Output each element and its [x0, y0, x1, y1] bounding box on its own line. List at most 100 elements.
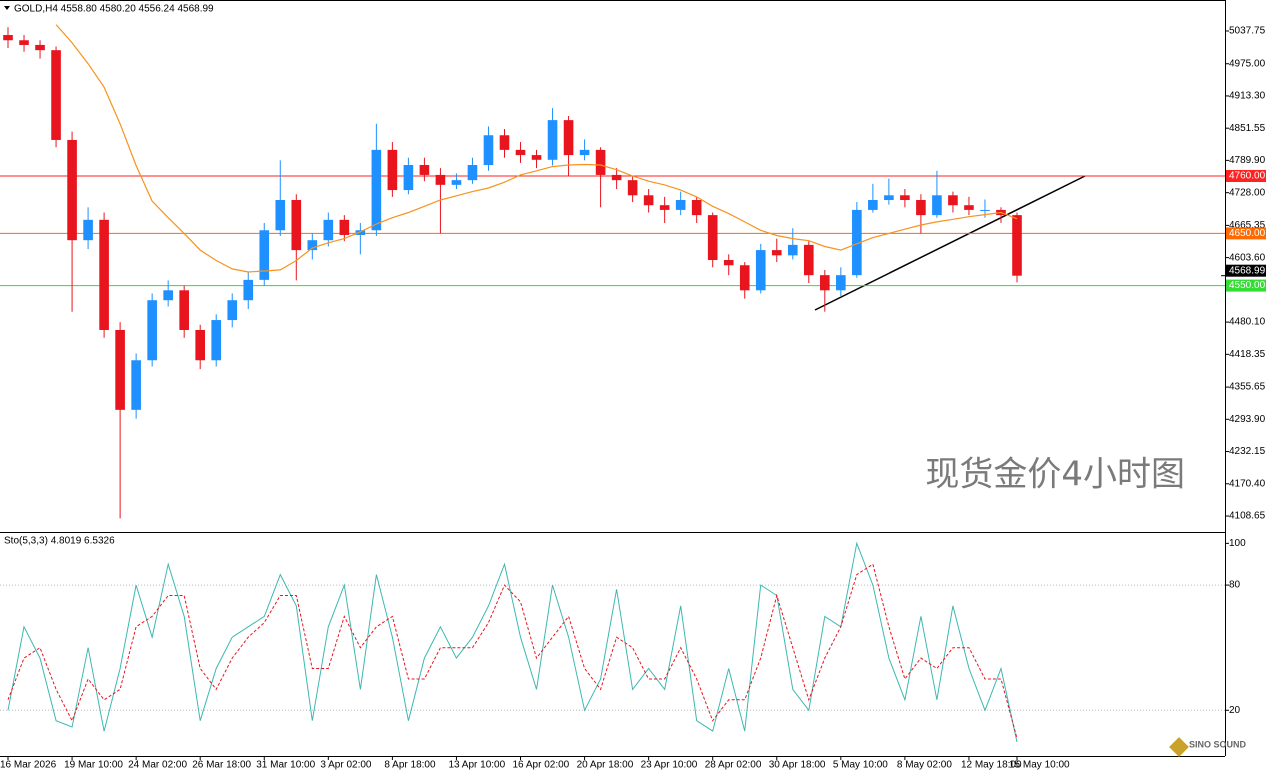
candle-body [195, 329, 206, 361]
candle-body [675, 199, 686, 210]
candle-body [627, 180, 638, 196]
y-tick-label: 4108.65 [1229, 511, 1266, 522]
y-tick-label: 4418.35 [1229, 349, 1266, 360]
candle-body [659, 205, 670, 210]
last-price-box [1226, 264, 1266, 277]
candle-body [403, 165, 414, 191]
candle-body [51, 50, 61, 140]
candle-body [147, 300, 157, 361]
x-tick-label: 15 May 10:00 [1009, 760, 1070, 771]
candle-body [483, 135, 494, 166]
last-price-label: 4568.99 [1229, 265, 1266, 276]
candle-body [115, 329, 125, 410]
candle-body [275, 199, 286, 231]
x-tick-label: 19 Mar 10:00 [64, 760, 123, 771]
candle-body [179, 290, 189, 330]
candle-body [803, 244, 814, 276]
candle-body [515, 149, 526, 156]
indicator-title: Sto(5,3,3) 4.8019 6.5326 [4, 536, 115, 547]
candle-body [691, 199, 702, 216]
y-tick-label: 4293.90 [1229, 414, 1266, 425]
x-tick-label: 12 May 18:00 [961, 760, 1022, 771]
y-tick-label: 4975.00 [1229, 58, 1266, 69]
y-tick-label: 4665.35 [1229, 220, 1266, 231]
y-tick-label: 4728.00 [1229, 187, 1266, 198]
candle-body [900, 195, 910, 200]
candle-body [83, 219, 93, 241]
candle-body [579, 149, 590, 156]
candle-body [643, 195, 654, 206]
x-tick-label: 20 Apr 18:00 [577, 760, 634, 771]
candle-body [707, 215, 718, 261]
candle-body [451, 180, 462, 185]
candle-body [211, 320, 222, 361]
candle-body [259, 230, 270, 280]
x-tick-label: 16 Apr 02:00 [513, 760, 570, 771]
level-label: 4550.00 [1229, 280, 1266, 291]
candle-body [19, 40, 29, 45]
candle-body [980, 209, 990, 211]
x-tick-label: 24 Mar 02:00 [128, 760, 187, 771]
chart-header: GOLD,H4 4558.80 4580.20 4556.24 4568.99 [14, 4, 214, 15]
candle-body [964, 205, 974, 210]
y-tick-label: 4480.10 [1229, 317, 1266, 328]
moving-average [55, 24, 1018, 273]
trend-line [814, 175, 1086, 311]
candle-body [499, 135, 510, 150]
candle-body [611, 174, 622, 181]
x-tick-label: 8 May 02:00 [897, 760, 952, 771]
candle-body [755, 250, 766, 291]
candle-body [99, 219, 109, 330]
candle-body [820, 275, 830, 291]
candle-body [563, 120, 574, 156]
x-tick-label: 13 Apr 10:00 [448, 760, 505, 771]
x-tick-label: 26 Mar 18:00 [192, 760, 251, 771]
x-tick-label: 3 Apr 02:00 [320, 760, 372, 771]
y-tick-label: 4232.15 [1229, 446, 1266, 457]
indicator-line [7, 541, 1018, 743]
indicator-y-tick-label: 20 [1229, 705, 1241, 716]
x-tick-label: 5 May 10:00 [833, 760, 888, 771]
candle-body [531, 155, 542, 160]
level-label: 4650.00 [1229, 228, 1266, 239]
watermark: 现货金价4小时图 [925, 455, 1185, 495]
x-tick-label: 23 Apr 10:00 [641, 760, 698, 771]
logo-text: SINO SOUND [1189, 739, 1247, 749]
candle-body [884, 195, 894, 200]
x-tick-label: 16 Mar 2026 [0, 760, 57, 771]
candle-body [948, 195, 958, 206]
candle-body [595, 149, 606, 175]
candle-body [131, 360, 141, 410]
candle-body [355, 230, 366, 235]
level-label-box [1226, 227, 1266, 240]
level-label-box [1226, 279, 1266, 292]
x-tick-label: 31 Mar 10:00 [256, 760, 315, 771]
candle-body [435, 174, 446, 185]
indicator-y-tick-label: 80 [1229, 580, 1241, 591]
candle-body [852, 209, 862, 276]
candle-body [787, 244, 798, 256]
candle-body [1012, 215, 1022, 276]
candle-body [868, 199, 878, 210]
candle-body [467, 165, 478, 181]
candle-body [323, 219, 334, 241]
symbol-menu-arrow [4, 6, 10, 10]
candle-body [916, 199, 926, 216]
candle-body [3, 35, 13, 41]
x-tick-label: 28 Apr 02:00 [705, 760, 762, 771]
level-label-box [1226, 169, 1266, 182]
y-tick-label: 4851.55 [1229, 123, 1266, 134]
candle-body [932, 195, 942, 216]
candle-body [67, 139, 77, 241]
candle-body [227, 300, 238, 321]
y-tick-label: 4170.40 [1229, 478, 1266, 489]
candle-body [163, 290, 173, 301]
y-tick-label: 4913.30 [1229, 91, 1266, 102]
candle-body [419, 165, 430, 175]
y-tick-label: 4789.90 [1229, 155, 1266, 166]
x-tick-label: 30 Apr 18:00 [769, 760, 826, 771]
indicator-y-tick-label: 100 [1229, 538, 1246, 549]
candle-body [739, 265, 750, 291]
candle-body [836, 275, 846, 291]
